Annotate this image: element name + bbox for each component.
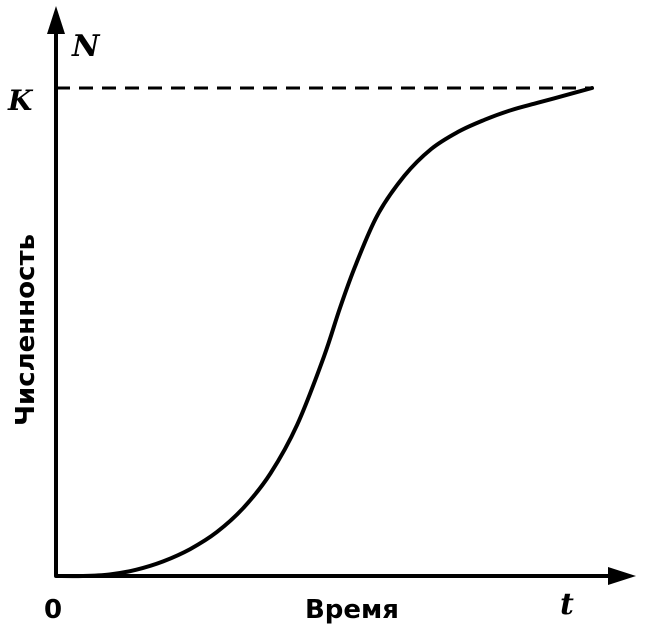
y-axis-symbol: N (71, 29, 101, 64)
origin-label: 0 (44, 595, 62, 625)
x-axis-arrow (608, 567, 636, 585)
logistic-curve (54, 86, 594, 579)
y-axis-label: Численность (11, 234, 41, 426)
x-axis-label: Время (305, 595, 399, 625)
y-axis-arrow (47, 6, 65, 34)
x-axis-symbol: t (560, 587, 574, 622)
capacity-label: K (7, 84, 34, 117)
